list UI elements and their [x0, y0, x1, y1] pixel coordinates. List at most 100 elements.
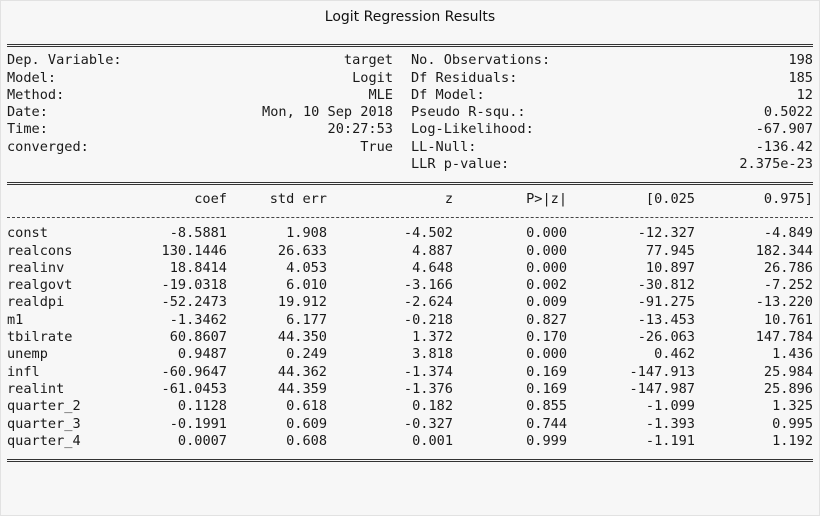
table-cell: -0.218	[403, 311, 453, 328]
variable-name: quarter_2	[7, 398, 81, 415]
table-cell: -147.913	[629, 363, 695, 380]
dashed-rule	[7, 208, 813, 225]
table-cell: -60.9647	[161, 363, 227, 380]
table-cell: -61.0453	[161, 380, 227, 397]
table-cell: 0.855	[526, 398, 567, 415]
table-cell: -147.987	[629, 380, 695, 397]
double-rule	[7, 450, 813, 467]
info-label: No. Observations:	[411, 52, 551, 69]
table-cell: 4.648	[412, 259, 453, 276]
variable-name: realcons	[7, 242, 73, 259]
spacer	[393, 156, 411, 173]
info-label: Method:	[7, 86, 65, 103]
info-label: converged:	[7, 138, 89, 155]
table-cell: 60.8607	[169, 329, 227, 346]
table-cell: -0.1991	[169, 415, 227, 432]
column-header: std err	[269, 190, 327, 207]
info-value: 12	[796, 86, 813, 103]
table-cell: 0.0007	[177, 432, 227, 449]
info-row: Date: Mon, 10 Sep 2018 Pseudo R-squ.: 0.502…	[7, 104, 813, 121]
table-cell: -7.252	[763, 277, 813, 294]
table-cell: 44.362	[277, 363, 327, 380]
model-info-section: Dep. Variable: target No. Observations: 198…	[7, 52, 813, 173]
info-value: 2.375e-23	[739, 156, 813, 173]
table-cell: 0.000	[526, 225, 567, 242]
table-cell: -19.0318	[161, 277, 227, 294]
table-cell: 0.249	[286, 346, 327, 363]
spacer	[393, 87, 411, 104]
table-cell: -13.453	[637, 311, 695, 328]
variable-name: quarter_4	[7, 432, 81, 449]
variable-name: realdpi	[7, 294, 65, 311]
table-cell: 10.761	[763, 311, 813, 328]
table-cell: -8.5881	[169, 225, 227, 242]
table-cell: -1.393	[645, 415, 695, 432]
table-row: realcons 130.1446 26.633 4.887 0.000 77.945 18…	[7, 243, 813, 260]
info-row: converged: True LL-Null: -136.42	[7, 139, 813, 156]
table-cell: -2.624	[403, 294, 453, 311]
info-label: Dep. Variable:	[7, 52, 122, 69]
table-cell: 1.436	[772, 346, 813, 363]
column-header: coef	[194, 190, 227, 207]
table-cell: 26.786	[763, 259, 813, 276]
spacer	[393, 52, 411, 69]
table-cell: 130.1446	[161, 242, 227, 259]
info-value	[175, 156, 393, 173]
table-cell: -52.2473	[161, 294, 227, 311]
table-cell: 0.827	[526, 311, 567, 328]
table-row: realint -61.0453 44.359 -1.376 0.169 -147.987…	[7, 381, 813, 398]
table-cell: 25.896	[763, 380, 813, 397]
column-header: z	[444, 190, 453, 207]
table-cell: 0.182	[412, 398, 453, 415]
regression-summary: Dep. Variable: target No. Observations: 198…	[7, 35, 813, 467]
info-value: -136.42	[755, 138, 813, 155]
table-cell: 0.618	[286, 398, 327, 415]
column-header	[7, 191, 123, 208]
table-cell: 147.784	[755, 329, 813, 346]
table-cell: 0.000	[526, 346, 567, 363]
info-label: LL-Null:	[411, 138, 477, 155]
table-cell: -30.812	[637, 277, 695, 294]
table-cell: 0.170	[526, 329, 567, 346]
variable-name: unemp	[7, 346, 48, 363]
spacer	[393, 121, 411, 138]
coef-table-body: const -8.5881 1.908 -4.502 0.000 -12.327 -4.84…	[7, 225, 813, 450]
info-value: 0.5022	[763, 104, 813, 121]
info-label: Df Residuals:	[411, 69, 518, 86]
info-value: 20:27:53	[327, 121, 393, 138]
table-cell: 0.1128	[177, 398, 227, 415]
column-header: 0.975]	[763, 190, 813, 207]
table-cell: 4.053	[286, 259, 327, 276]
table-cell: 44.350	[277, 329, 327, 346]
table-cell: -26.063	[637, 329, 695, 346]
info-value: 185	[788, 69, 813, 86]
spacer	[393, 104, 411, 121]
table-cell: 182.344	[755, 242, 813, 259]
table-cell: 25.984	[763, 363, 813, 380]
coef-table-header: coef std err z P>|z| [0.025 0.975]	[7, 191, 813, 208]
table-cell: -1.3462	[169, 311, 227, 328]
info-label: Date:	[7, 104, 48, 121]
header-row: coef std err z P>|z| [0.025 0.975]	[7, 191, 813, 208]
table-row: realgovt -19.0318 6.010 -3.166 0.002 -30.812 -…	[7, 277, 813, 294]
table-cell: 0.002	[526, 277, 567, 294]
table-row: quarter_3 -0.1991 0.609 -0.327 0.744 -1.393 0.…	[7, 416, 813, 433]
table-cell: -1.191	[645, 432, 695, 449]
table-cell: 10.897	[645, 259, 695, 276]
info-value: target	[343, 52, 393, 69]
info-row: LLR p-value: 2.375e-23	[7, 156, 813, 173]
table-cell: 1.192	[772, 432, 813, 449]
table-cell: 0.001	[412, 432, 453, 449]
table-cell: 0.999	[526, 432, 567, 449]
table-cell: 0.744	[526, 415, 567, 432]
info-value: True	[360, 138, 393, 155]
table-row: realinv 18.8414 4.053 4.648 0.000 10.897 26.78…	[7, 260, 813, 277]
table-row: const -8.5881 1.908 -4.502 0.000 -12.327 -4.84…	[7, 225, 813, 242]
info-label	[7, 156, 175, 173]
table-cell: 1.325	[772, 398, 813, 415]
table-cell: 0.169	[526, 363, 567, 380]
table-cell: 3.818	[412, 346, 453, 363]
column-header: [0.025	[645, 190, 695, 207]
table-cell: -0.327	[403, 415, 453, 432]
table-cell: -1.374	[403, 363, 453, 380]
